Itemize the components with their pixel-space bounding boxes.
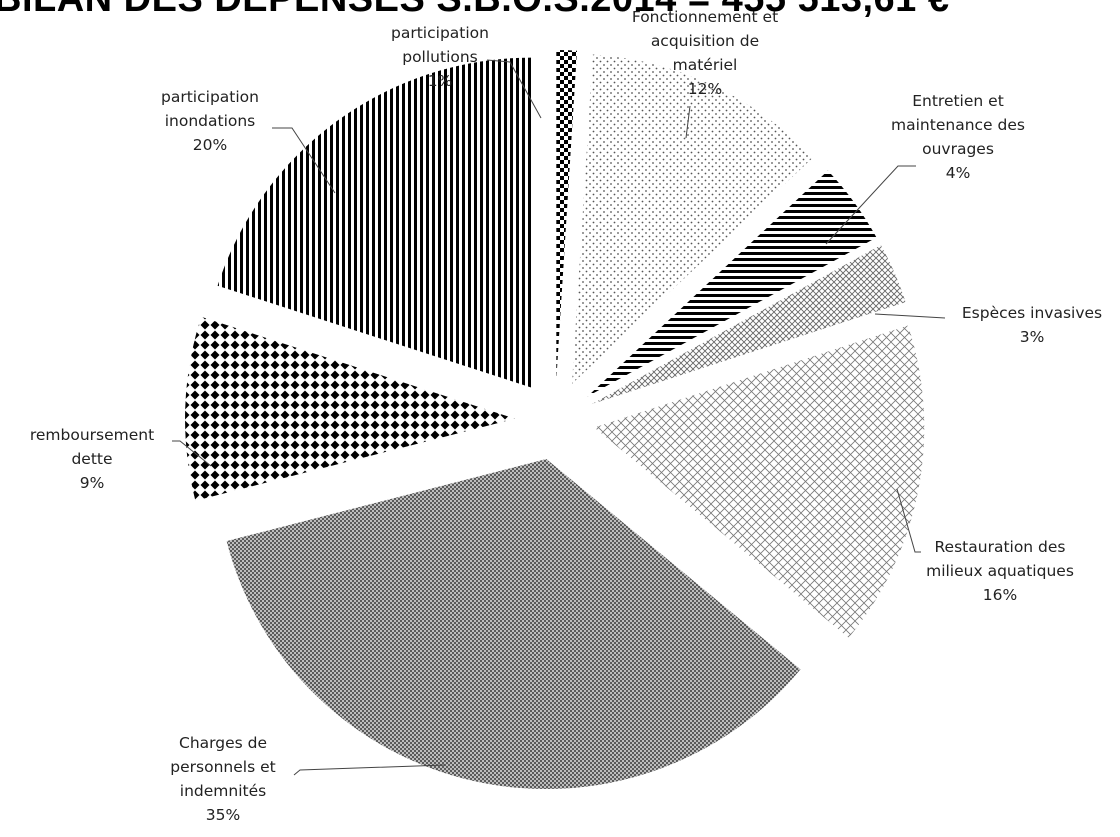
slice-label: remboursement dette 9% [30, 426, 154, 492]
leader-line [685, 105, 691, 139]
slice-label: Restauration des milieux aquatiques 16% [926, 538, 1074, 604]
slice-name-line: personnels et [170, 758, 275, 776]
slice-value-label: 20% [193, 136, 227, 154]
slice-name-line: Restauration des [934, 538, 1065, 556]
slice-name-line: indemnités [180, 782, 266, 800]
slice-name-line: inondations [165, 112, 256, 130]
slice-name-line: milieux aquatiques [926, 562, 1074, 580]
slice-name-line: Entretien et [912, 92, 1004, 110]
slice-name-line: maintenance des [891, 116, 1025, 134]
slice-name-line: remboursement [30, 426, 154, 444]
slice-name-line: Fonctionnement et [632, 8, 778, 26]
leader-line [172, 440, 212, 467]
leader-line [825, 165, 916, 245]
pie-slice [185, 316, 515, 501]
slice-label: participation pollutions 1% [391, 24, 489, 90]
slice-value-label: 35% [206, 806, 240, 824]
slice-name-line: ouvrages [922, 140, 994, 158]
chart-title: BILAN DES DEPENSES S.B.O.S.2014 = 455 51… [0, 0, 1120, 21]
pie-slice [591, 245, 906, 405]
slice-name-line: dette [71, 450, 112, 468]
slice-label: Entretien et maintenance des ouvrages 4% [891, 92, 1025, 182]
slice-name-line: Charges de [179, 734, 267, 752]
slice-label: Charges de personnels et indemnités 35% [170, 734, 275, 824]
slice-value-label: 1% [428, 72, 453, 90]
leader-line [293, 764, 446, 776]
pie-slice [226, 459, 801, 790]
pie-slice [587, 170, 877, 397]
pie-slice [217, 57, 532, 388]
slice-name-line: participation [391, 24, 489, 42]
leader-line [272, 127, 336, 194]
slice-label: Fonctionnement et acquisition de matériel 1… [632, 8, 778, 98]
slice-name-line: participation [161, 88, 259, 106]
pie-slice [594, 325, 925, 638]
slice-name-line: matériel [673, 56, 738, 74]
slice-value-label: 9% [80, 474, 105, 492]
pie-slice [572, 54, 813, 384]
pie-slice [556, 50, 577, 380]
leader-line [874, 313, 946, 319]
slice-value-label: 12% [688, 80, 722, 98]
slice-value-label: 16% [983, 586, 1017, 604]
slice-name-line: acquisition de [651, 32, 759, 50]
slice-value-label: 3% [1020, 328, 1045, 346]
slice-name-line: pollutions [402, 48, 478, 66]
slice-label: Espèces invasives 3% [962, 304, 1102, 346]
slice-label: participation inondations 20% [161, 88, 259, 154]
slice-value-label: 4% [946, 164, 971, 182]
leader-line [486, 59, 542, 119]
slice-name-line: Espèces invasives [962, 304, 1102, 322]
leader-line [896, 488, 921, 553]
